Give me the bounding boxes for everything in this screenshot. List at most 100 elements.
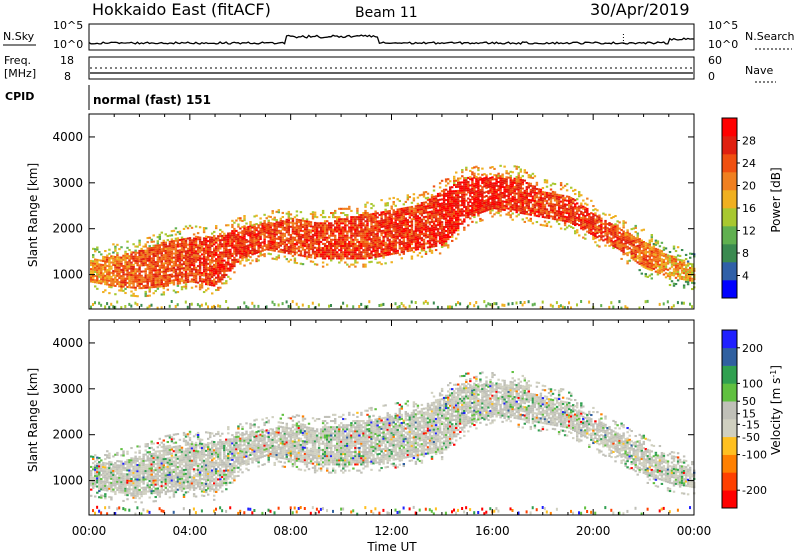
echo-cell <box>426 211 430 214</box>
near-range-cell <box>311 301 314 305</box>
echo-cell <box>505 178 508 181</box>
echo-cell <box>394 213 397 216</box>
echo-cell <box>184 250 188 253</box>
echo-cell <box>186 262 190 265</box>
echo-cell <box>388 224 391 227</box>
echo-cell <box>321 216 325 219</box>
echo-cell <box>229 242 232 245</box>
echo-cell <box>447 213 450 216</box>
echo-cell <box>636 251 639 254</box>
echo-cell <box>384 241 387 244</box>
echo-cell <box>146 247 149 250</box>
echo-cell <box>172 252 176 255</box>
echo-cell <box>271 247 274 250</box>
echo-cell <box>527 176 531 179</box>
echo-cell <box>473 187 476 190</box>
echo-cell <box>539 194 543 197</box>
echo-cell <box>196 252 200 255</box>
echo-cell <box>529 191 533 194</box>
echo-cell <box>245 226 248 229</box>
echo-cell <box>565 189 569 192</box>
near-range-cell <box>473 304 476 308</box>
echo-cell <box>384 252 387 255</box>
echo-cell <box>420 226 424 229</box>
echo-cell <box>412 251 416 254</box>
echo-cell <box>307 220 311 223</box>
echo-cell <box>616 238 619 241</box>
echo-cell <box>360 226 363 229</box>
echo-cell <box>533 214 537 217</box>
echo-cell <box>160 260 164 263</box>
echo-cell <box>152 267 155 270</box>
echo-cell <box>98 279 101 282</box>
echo-cell <box>515 202 518 205</box>
echo-cell <box>239 227 242 230</box>
echo-cell <box>394 250 397 253</box>
echo-cell <box>467 183 470 186</box>
echo-cell <box>624 252 627 255</box>
echo-cell <box>451 219 454 222</box>
echo-cell <box>196 258 200 261</box>
echo-cell <box>406 237 410 240</box>
echo-cell <box>297 227 301 230</box>
echo-cell <box>330 226 333 229</box>
echo-cell <box>148 259 151 262</box>
echo-cell <box>412 218 416 221</box>
echo-cell <box>255 260 258 263</box>
echo-cell <box>295 228 299 231</box>
echo-cell <box>338 220 341 223</box>
echo-cell <box>517 207 520 210</box>
echo-cell <box>465 214 468 217</box>
echo-cell <box>321 257 325 260</box>
echo-cell <box>580 217 583 220</box>
near-range-cell <box>168 304 171 308</box>
echo-cell <box>422 226 426 229</box>
echo-cell <box>517 176 520 179</box>
echo-cell <box>473 209 476 212</box>
echo-cell <box>404 200 408 203</box>
echo-cell <box>543 191 547 194</box>
echo-cell <box>277 221 281 224</box>
echo-cell <box>307 249 311 252</box>
echo-cell <box>356 212 359 215</box>
echo-cell <box>358 216 361 219</box>
echo-cell <box>124 283 127 286</box>
echo-cell <box>600 223 603 226</box>
echo-cell <box>461 204 464 207</box>
echo-cell <box>465 189 468 192</box>
echo-cell <box>207 246 210 249</box>
echo-cell <box>572 208 575 211</box>
echo-cell <box>92 276 95 279</box>
echo-cell <box>568 195 571 198</box>
echo-cell <box>94 281 97 284</box>
echo-cell <box>114 270 117 273</box>
echo-cell <box>108 277 111 280</box>
echo-cell <box>592 223 595 226</box>
echo-cell <box>414 238 418 241</box>
echo-cell <box>126 253 129 256</box>
near-range-cell <box>422 301 425 305</box>
echo-cell <box>622 230 625 233</box>
echo-cell <box>596 229 599 232</box>
echo-cell <box>267 221 270 224</box>
echo-cell <box>303 232 307 235</box>
echo-cell <box>332 214 335 217</box>
echo-cell <box>122 258 125 261</box>
near-range-cell <box>533 302 536 306</box>
echo-cell <box>457 179 460 182</box>
echo-cell <box>221 255 224 258</box>
echo-cell <box>404 242 408 245</box>
near-range-cell <box>170 300 173 303</box>
echo-cell <box>519 178 523 181</box>
echo-cell <box>374 216 377 219</box>
echo-cell <box>211 236 214 239</box>
echo-cell <box>247 250 250 253</box>
echo-cell <box>594 220 597 223</box>
echo-cell <box>142 286 145 289</box>
echo-cell <box>122 271 125 274</box>
echo-cell <box>354 218 357 221</box>
echo-cell <box>376 249 379 252</box>
echo-cell <box>586 212 589 215</box>
echo-cell <box>178 274 182 277</box>
echo-cell <box>481 219 484 222</box>
